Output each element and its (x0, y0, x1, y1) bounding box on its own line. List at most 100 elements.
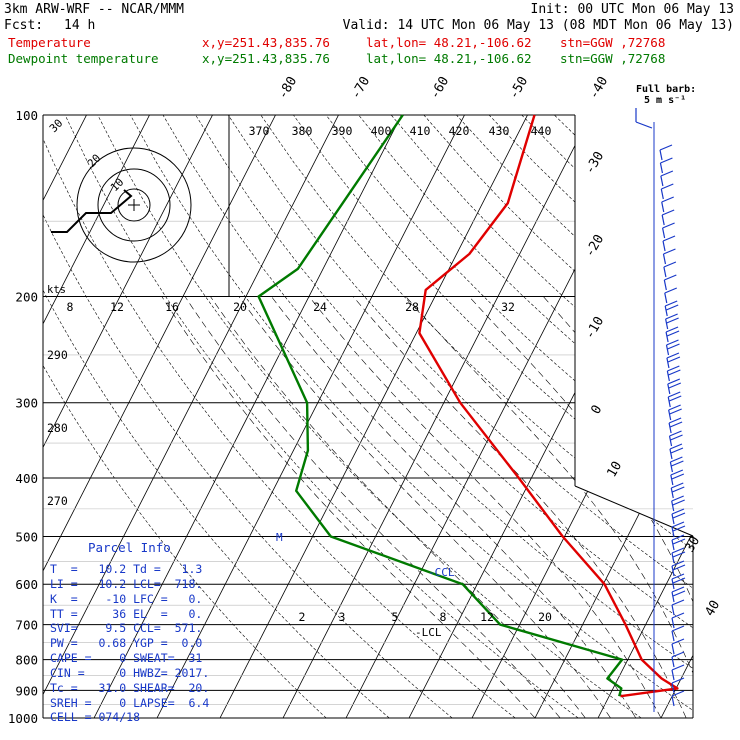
wind-barb-flag (671, 521, 685, 528)
wind-barb-flag (667, 365, 680, 372)
hodograph-ring (97, 168, 171, 242)
temperature-line (418, 114, 679, 698)
wind-barb-flag (666, 317, 679, 324)
chart-frame (42, 114, 694, 719)
dry-adiabat-line (586, 115, 693, 718)
parcel-row: TT = 36 EL = 0. (50, 607, 203, 621)
wind-barb (665, 318, 669, 330)
isotherm-label: 10 (604, 459, 625, 480)
wind-barb-flag (671, 625, 685, 632)
wind-barb (671, 539, 675, 551)
wind-barb-flag (670, 434, 683, 441)
forecast-label: Fcst: (4, 18, 44, 33)
parcel-row: CELL = 074/18 (50, 710, 141, 724)
legend-temperature-stn: stn=GGW ,72768 (560, 35, 666, 50)
mixing-ratio-label: 20 (233, 300, 247, 314)
parcel-row: SVI= 9.5 CCL= 571. (50, 621, 203, 635)
wind-barb (671, 604, 675, 616)
wind-barb (671, 617, 675, 629)
wind-barb-flag (664, 300, 678, 307)
mixing-ratio-label: 12 (480, 610, 494, 624)
isotherm-line (282, 115, 591, 718)
dry-adiabat-line (651, 115, 693, 718)
mixing-ratio-label: 5 (392, 610, 399, 624)
isotherm-label: 40 (702, 598, 723, 619)
isotherm-label: -10 (582, 314, 607, 342)
wind-barb-flag (668, 404, 681, 411)
sounding-annotation: -LCL (415, 626, 442, 639)
pressure-label: 800 (15, 653, 38, 668)
wind-barb (663, 279, 667, 291)
wind-barb (662, 240, 666, 252)
wind-barb-flag (672, 590, 686, 597)
wind-barb-flag (669, 395, 682, 402)
isotherm-label: -40 (586, 74, 611, 102)
wind-barb-flag (671, 677, 685, 684)
wind-barb (666, 370, 670, 382)
wind-barb-flag (671, 460, 684, 467)
mixing-ratio-label: 3 (339, 610, 346, 624)
wind-barb (665, 331, 669, 343)
pressure-label: 300 (15, 396, 38, 411)
wind-barb (671, 682, 675, 694)
moist-adiabat-line (184, 296, 561, 718)
wind-barb-flag (672, 577, 686, 584)
wind-barb-flag (663, 248, 676, 255)
wind-barb-flag (671, 638, 685, 645)
wind-barb-flag (668, 417, 682, 424)
wind-barb-flag (671, 612, 685, 619)
wind-barb-flag (660, 157, 673, 164)
wind-barb (659, 149, 663, 161)
hodograph-units: kts (47, 284, 66, 296)
wind-barb-flag (670, 469, 684, 476)
legend-temperature-label: Temperature (8, 35, 91, 50)
wind-barb-flag (667, 343, 680, 350)
wind-barb-flag (665, 326, 679, 333)
pressure-label: 900 (15, 683, 38, 698)
wind-barb-flag (672, 499, 685, 506)
barb-legend-line1: Full barb: (636, 84, 697, 95)
isotherm-line (43, 115, 276, 718)
parcel-info-title: Parcel Info (88, 540, 171, 555)
mixing-ratio-label: 28 (405, 300, 419, 314)
isotherm-line (43, 115, 150, 718)
wind-barb (671, 552, 675, 564)
pressure-label: 400 (15, 471, 38, 486)
wind-barb-flag (668, 369, 681, 376)
isotherm-label: -70 (348, 74, 373, 102)
wind-barb (664, 305, 668, 317)
wind-barb (662, 227, 666, 239)
legend-dewpoint-stn: stn=GGW ,72768 (560, 51, 666, 66)
wind-barb (664, 292, 668, 304)
wind-barb-flag (665, 304, 679, 311)
wind-barb-flag (661, 183, 674, 190)
theta-label: 420 (449, 124, 470, 138)
wind-barb-flag (671, 547, 685, 554)
isotherm-label: -80 (275, 74, 300, 102)
wind-barb-flag (671, 473, 685, 480)
wind-barb (668, 409, 672, 421)
isotherm-line (219, 115, 528, 718)
legend-dewpoint-xy: x,y=251.43,835.76 (202, 51, 330, 66)
wind-barb-flag (671, 495, 684, 502)
wind-barb-flag (663, 261, 677, 268)
model-title: 3km ARW-WRF -- NCAR/MMM (4, 2, 185, 17)
dry-adiabat-line (456, 115, 693, 718)
parcel-row: K = -10 LFC = 0. (50, 592, 203, 606)
moist-adiabat-line (699, 297, 740, 719)
init-time: Init: 00 UTC Mon 06 May 13 (530, 2, 735, 17)
theta-label: 380 (292, 124, 313, 138)
wind-barb-flag (662, 235, 676, 242)
isotherm-line (724, 115, 740, 718)
dry-adiabat-line (260, 115, 693, 718)
wind-barb (667, 383, 671, 395)
isotherm-line (43, 115, 339, 718)
moist-adiabat-line (238, 296, 611, 718)
legend-dewpoint-latlon: lat,lon= 48.21,-106.62 (366, 51, 532, 66)
wind-barb-flag (664, 274, 677, 281)
wind-barb (668, 435, 673, 447)
isotherm-line (93, 115, 402, 718)
isotherm-line (345, 115, 654, 718)
